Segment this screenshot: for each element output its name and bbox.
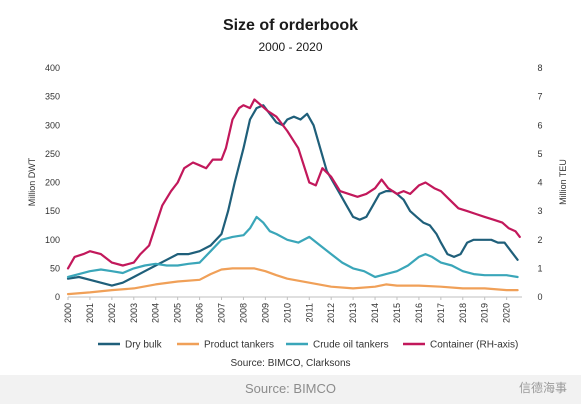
orderbook-line-chart: Size of orderbook 2000 - 2020 Million DW… xyxy=(27,17,568,369)
caption-strip: Source: BIMCO 信德海事 xyxy=(0,375,581,404)
chart-title: Size of orderbook xyxy=(223,17,358,34)
legend-label: Container (RH-axis) xyxy=(430,340,518,351)
y-tick-label-left: 0 xyxy=(55,292,60,302)
x-tick-label: 2007 xyxy=(217,303,227,323)
y-tick-label-right: 5 xyxy=(537,149,542,159)
y-tick-label-right: 4 xyxy=(537,178,542,188)
y-tick-label-left: 300 xyxy=(45,120,60,130)
y-tick-label-left: 100 xyxy=(45,235,60,245)
y-tick-label-right: 0 xyxy=(537,292,542,302)
image-caption: Source: BIMCO xyxy=(244,381,337,396)
x-tick-label: 2015 xyxy=(392,303,402,323)
y-tick-label-left: 50 xyxy=(50,263,60,273)
y-tick-label-right: 6 xyxy=(537,120,542,130)
legend-label: Product tankers xyxy=(204,340,274,351)
y-tick-label-right: 2 xyxy=(537,235,542,245)
y-tick-label-right: 3 xyxy=(537,206,542,216)
x-tick-label: 2018 xyxy=(458,303,468,323)
x-tick-label: 2013 xyxy=(348,303,358,323)
y-tick-label-right: 1 xyxy=(537,263,542,273)
x-tick-label: 2006 xyxy=(195,303,205,323)
series-line-dry-bulk xyxy=(66,104,519,287)
y-tick-label-left: 150 xyxy=(45,206,60,216)
legend: Dry bulk Product tankers Crude oil tankers… xyxy=(98,340,518,351)
y-tick-label-left: 350 xyxy=(45,92,60,102)
x-tick-label: 2005 xyxy=(173,303,183,323)
x-tick-label: 2020 xyxy=(502,303,512,323)
watermark-logo: 信德海事 xyxy=(518,381,567,395)
x-tick-label: 2014 xyxy=(370,303,380,323)
x-tick-label: 2010 xyxy=(282,303,292,323)
x-tick-label: 2011 xyxy=(304,303,314,322)
x-tick-label: 2009 xyxy=(260,303,270,323)
y-axis-label-right: Million TEU xyxy=(558,159,568,205)
chart-subtitle: 2000 - 2020 xyxy=(258,40,322,54)
chart-source: Source: BIMCO, Clarksons xyxy=(230,358,350,369)
x-tick-label: 2019 xyxy=(480,303,490,323)
series-line-product-tankers xyxy=(66,267,519,296)
x-tick-label: 2002 xyxy=(107,303,117,323)
x-tick-label: 2001 xyxy=(85,303,95,323)
y-tick-label-left: 200 xyxy=(45,178,60,188)
plot-area: 0 50 100 150 200 250 300 350 400 0 1 2 3 4 5 6 7 8 2000 200… xyxy=(45,63,543,323)
x-tick-label: 2017 xyxy=(436,303,446,323)
y-tick-label-left: 250 xyxy=(45,149,60,159)
series-line-crude-oil-tankers xyxy=(66,215,519,279)
legend-label: Crude oil tankers xyxy=(313,340,389,351)
x-tick-label: 2012 xyxy=(326,303,336,323)
y-tick-label-left: 400 xyxy=(45,63,60,73)
x-tick-label: 2000 xyxy=(63,303,73,323)
x-tick-label: 2008 xyxy=(238,303,248,323)
x-tick-label: 2004 xyxy=(151,303,161,323)
series-line-container-rh-axis xyxy=(66,98,521,270)
chart-card: Size of orderbook 2000 - 2020 Million DW… xyxy=(27,17,568,369)
x-tick-label: 2016 xyxy=(414,303,424,323)
x-tick-label: 2003 xyxy=(129,303,139,323)
y-axis-label-left: Million DWT xyxy=(27,157,37,206)
legend-label: Dry bulk xyxy=(125,340,163,351)
y-tick-label-right: 8 xyxy=(537,63,542,73)
y-tick-label-right: 7 xyxy=(537,92,542,102)
